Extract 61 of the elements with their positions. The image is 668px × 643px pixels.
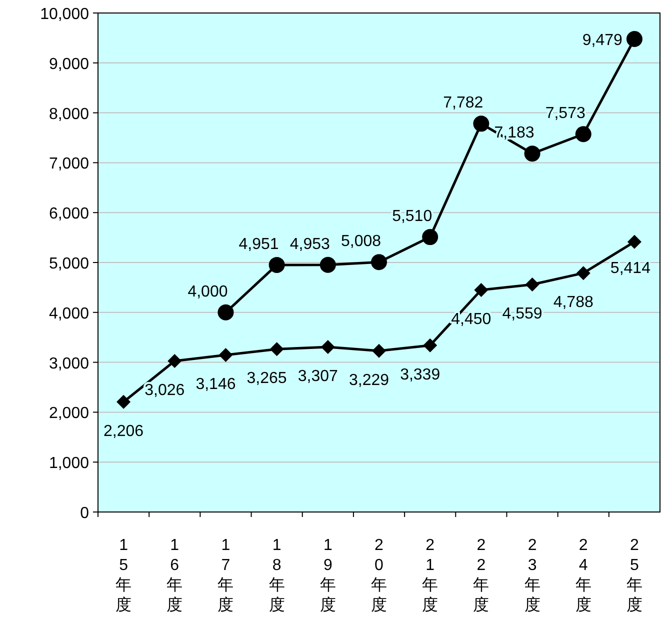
data-label: 9,479 [582, 32, 623, 49]
data-label: 3,307 [298, 368, 338, 385]
data-label: 5,414 [610, 260, 651, 277]
y-tick-label: 2,000 [48, 405, 90, 422]
point [473, 116, 490, 132]
point [423, 338, 438, 352]
data-label: 3,229 [348, 372, 390, 389]
point [270, 342, 284, 356]
x-tick-label: 22年度 [473, 537, 490, 614]
point [116, 394, 131, 409]
data-label: 7,782 [443, 94, 484, 112]
x-tick-label: 23年度 [524, 537, 540, 614]
y-tick-label: 4,000 [48, 305, 90, 322]
data-label: 5,008 [340, 233, 382, 250]
x-tick-label: 17年度 [218, 537, 234, 614]
data-label: 2,206 [104, 422, 144, 440]
data-label: 3,026 [144, 382, 185, 400]
data-label: 3,265 [246, 370, 287, 388]
y-tick-label: 10,000 [40, 6, 90, 23]
x-tick-label: 25年度 [626, 537, 642, 614]
x-tick-label: 21年度 [422, 537, 438, 614]
data-label: 3,146 [196, 376, 236, 394]
x-tick-label: 18年度 [268, 537, 285, 614]
point [168, 354, 182, 368]
y-tick-label: 1,000 [48, 455, 90, 472]
data-label: 4,000 [188, 283, 228, 300]
x-tick-label: 19年度 [320, 537, 336, 614]
x-tick-label: 20年度 [371, 537, 387, 614]
point [372, 344, 386, 358]
point [371, 254, 387, 270]
x-tick-label: 24年度 [575, 537, 592, 614]
data-label: 5,510 [392, 208, 432, 226]
y-tick-label: 0 [80, 505, 90, 522]
point [218, 304, 234, 320]
y-tick-label: 8,000 [48, 106, 90, 123]
y-tick-label: 9,000 [48, 56, 90, 73]
x-tick-label: 16年度 [166, 537, 183, 614]
point [626, 31, 642, 47]
y-tick-label: 6,000 [48, 206, 90, 223]
y-tick-label: 3,000 [48, 355, 90, 372]
point [268, 256, 285, 273]
point [474, 282, 488, 297]
data-label: 4,953 [290, 236, 330, 253]
point [524, 146, 540, 162]
point [320, 340, 335, 354]
point [422, 229, 438, 246]
data-label: 3,339 [400, 366, 440, 384]
point [218, 348, 233, 362]
y-tick-label: 7,000 [48, 156, 90, 173]
point [575, 126, 592, 142]
data-label: 7,183 [494, 124, 534, 142]
point [627, 234, 642, 249]
point [525, 278, 540, 292]
data-label: 4,559 [502, 306, 542, 323]
y-tick-label: 5,000 [48, 256, 90, 272]
point [320, 256, 336, 273]
x-tick-label: 15年度 [116, 537, 132, 614]
data-label: 4,951 [238, 236, 279, 253]
data-label: 4,788 [553, 294, 594, 312]
data-label: 7,573 [545, 105, 586, 122]
point [576, 266, 590, 280]
